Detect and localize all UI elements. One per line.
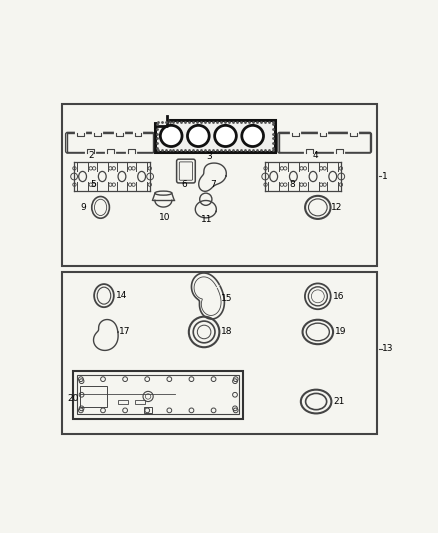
Bar [144, 407, 152, 414]
Text: 19: 19 [335, 327, 346, 336]
Text: 20: 20 [67, 394, 79, 402]
Text: 7: 7 [210, 181, 215, 189]
Text: 14: 14 [116, 291, 127, 300]
Text: 1: 1 [382, 172, 388, 181]
Bar [80, 386, 107, 407]
Ellipse shape [215, 125, 237, 147]
Bar [74, 371, 243, 418]
Bar [78, 375, 239, 415]
Text: 8: 8 [289, 181, 295, 189]
Text: 15: 15 [221, 294, 233, 303]
Text: 21: 21 [333, 397, 344, 406]
Text: 2: 2 [88, 151, 94, 160]
Text: 4: 4 [313, 151, 318, 160]
Bar [117, 400, 128, 404]
Bar [61, 104, 377, 266]
Text: 12: 12 [332, 203, 343, 212]
Text: 18: 18 [221, 327, 233, 336]
Bar [155, 120, 276, 152]
Text: 10: 10 [159, 213, 170, 222]
Text: 11: 11 [201, 215, 212, 224]
Text: 6: 6 [181, 181, 187, 189]
Text: 9: 9 [80, 203, 86, 212]
Text: 3: 3 [206, 151, 212, 160]
Text: 16: 16 [333, 292, 345, 301]
Bar [61, 271, 377, 434]
Bar [134, 400, 145, 404]
Ellipse shape [187, 125, 209, 147]
Ellipse shape [242, 125, 264, 147]
Text: 5: 5 [90, 181, 96, 189]
Ellipse shape [160, 125, 182, 147]
Text: 17: 17 [119, 327, 130, 336]
Text: 13: 13 [382, 344, 394, 353]
